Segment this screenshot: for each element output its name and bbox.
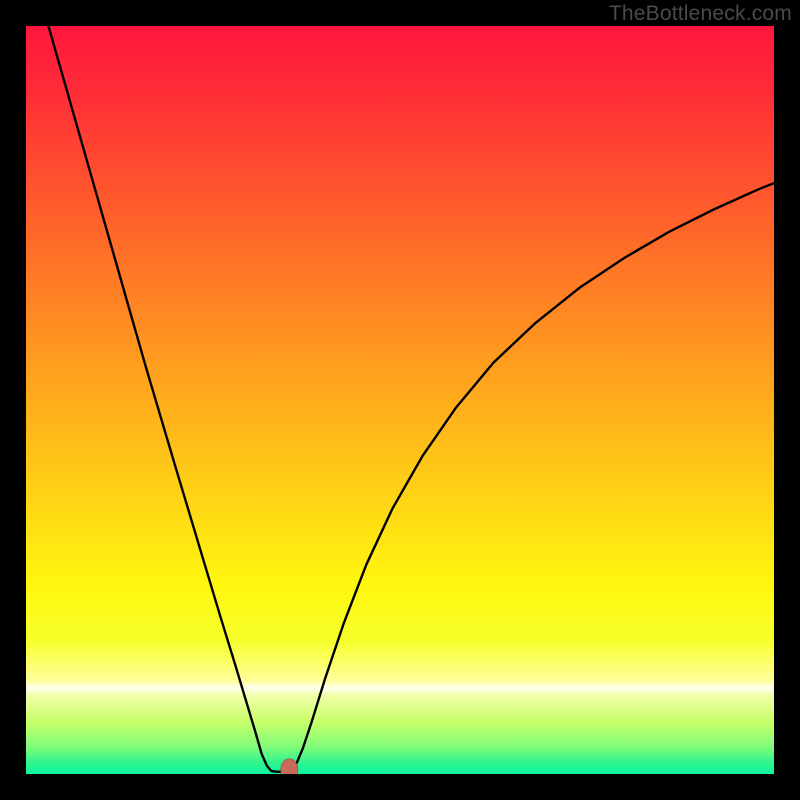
plot-background xyxy=(26,26,774,774)
watermark-text: TheBottleneck.com xyxy=(609,2,792,26)
plot-svg xyxy=(26,26,774,774)
chart-frame: TheBottleneck.com xyxy=(0,0,800,800)
